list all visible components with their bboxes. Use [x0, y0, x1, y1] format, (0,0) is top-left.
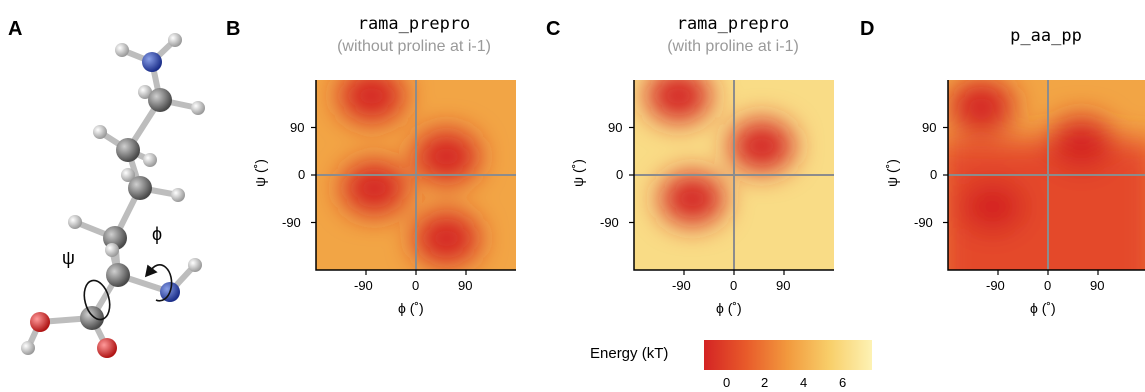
molecule-atoms: [21, 33, 205, 358]
y-tick-label: 90: [290, 119, 305, 135]
x-tick-label: 0: [1044, 278, 1052, 293]
x-tick-label: 90: [458, 278, 473, 293]
y-axis-label: ψ (˚): [883, 159, 900, 187]
energy-minimum-3: [414, 212, 479, 265]
heatmap-plot-d: [943, 80, 1145, 275]
energy-minimum-2: [660, 172, 725, 225]
x-axis-label: ϕ (˚): [716, 300, 742, 316]
y-tick-label: 0: [930, 167, 938, 182]
energy-minimum-1: [342, 162, 407, 215]
y-axis-label: ψ (˚): [569, 159, 586, 187]
panel-c-subtitle: (with proline at i-1): [667, 38, 799, 55]
panel-c-title: rama_prepro: [676, 14, 790, 34]
x-tick-label: -90: [986, 278, 1005, 293]
heatmap-plot-c: [629, 80, 834, 275]
heatmap-plot-b: [311, 80, 516, 275]
energy-minimum-0: [960, 180, 1025, 233]
panel-letter-d: D: [860, 18, 875, 40]
energy-minimum-0: [339, 80, 404, 122]
colorbar-label: Energy (kT): [590, 345, 669, 362]
y-axis-label: ψ (˚): [251, 159, 268, 187]
y-tick-label: 90: [608, 119, 623, 135]
x-axis-label: ϕ (˚): [1030, 300, 1056, 316]
energy-minimum-2: [949, 80, 1014, 133]
energy-minimum-1: [1049, 117, 1114, 170]
x-tick-label: -90: [354, 278, 373, 293]
y-tick-label: -90: [914, 214, 933, 230]
axis-frame: [315, 80, 516, 271]
colorbar-tick-6: 6: [839, 375, 847, 390]
y-tick-label: 0: [298, 167, 306, 182]
x-tick-label: 0: [412, 278, 420, 293]
x-tick-label: 0: [730, 278, 738, 293]
energy-minimum-0: [646, 80, 711, 122]
panel-letter-c: C: [546, 18, 561, 40]
x-tick-label: 90: [776, 278, 791, 293]
axis-frame: [947, 80, 1145, 271]
colorbar-tick-2: 2: [761, 375, 769, 390]
x-tick-label: -90: [672, 278, 691, 293]
x-tick-label: 90: [1090, 278, 1105, 293]
panel-b-subtitle: (without proline at i-1): [337, 38, 491, 55]
rotation-arrows: [83, 264, 173, 321]
colorbar-tick-4: 4: [800, 375, 808, 390]
psi-dihedral-label: ψ: [62, 248, 75, 268]
energy-minimum-1: [729, 119, 794, 172]
panel-letter-b: B: [226, 18, 241, 40]
panel-letter-a: A: [8, 18, 23, 40]
lysine-molecule-illustration: [21, 33, 205, 358]
y-tick-label: -90: [600, 214, 619, 230]
panel-d-title: p_aa_pp: [1010, 26, 1082, 46]
panel-b-title: rama_prepro: [357, 14, 471, 34]
phi-dihedral-label: ϕ: [152, 224, 163, 244]
y-tick-label: 90: [922, 119, 937, 135]
y-tick-label: 0: [616, 167, 624, 182]
axis-frame: [633, 80, 834, 271]
y-tick-label: -90: [282, 214, 301, 230]
x-axis-label: ϕ (˚): [398, 300, 424, 316]
colorbar-tick-0: 0: [723, 375, 731, 390]
energy-minimum-2: [414, 130, 479, 183]
energy-colorbar: [704, 340, 872, 370]
